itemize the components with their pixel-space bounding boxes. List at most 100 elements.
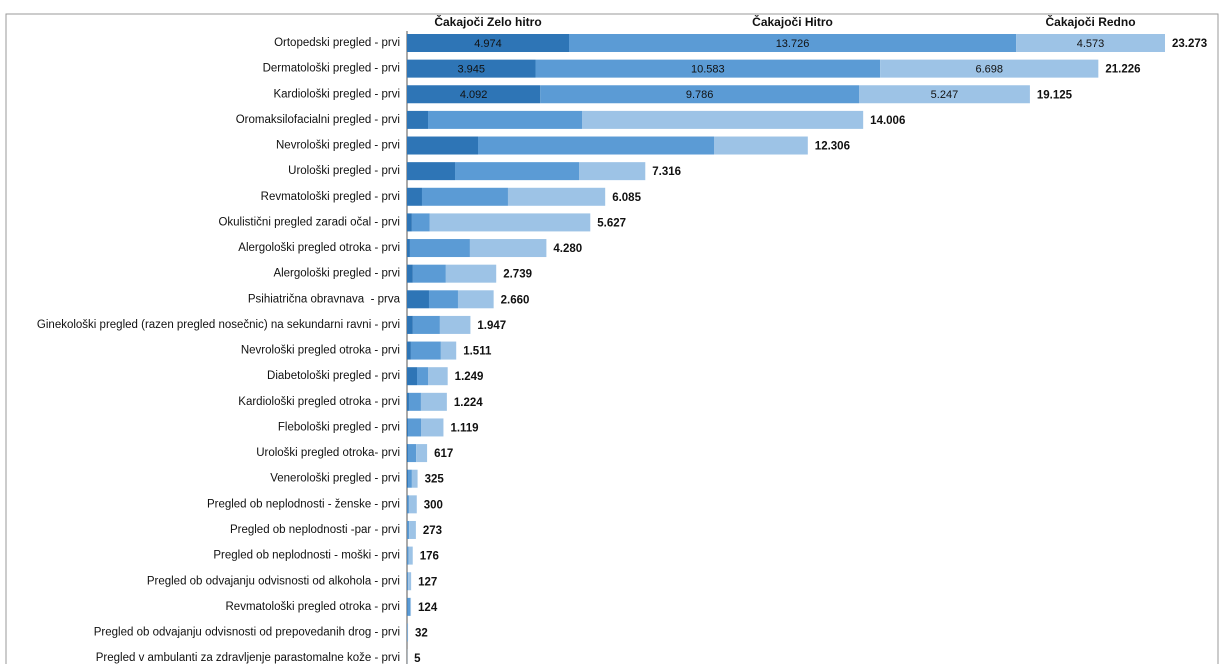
segment-label: 13.726 — [776, 38, 810, 50]
category-label: Flebološki pregled - prvi — [278, 421, 400, 433]
bar-segment — [407, 85, 541, 104]
bar-segment — [428, 367, 448, 386]
bar-segment — [407, 418, 422, 437]
bar-segment — [408, 495, 417, 514]
segment-label: 9.786 — [686, 89, 714, 101]
bar-segment — [535, 59, 881, 78]
category-label: Pregled ob neplodnosti -par - prvi — [230, 524, 400, 536]
category-label: Dermatološki pregled - prvi — [263, 63, 400, 75]
category-label: Pregled v ambulanti za zdravljenje paras… — [96, 652, 400, 664]
total-label: 273 — [423, 525, 442, 537]
total-label: 127 — [418, 576, 437, 588]
bar-segment — [407, 444, 408, 463]
total-label: 21.226 — [1105, 64, 1140, 76]
bar-segment — [408, 546, 413, 565]
bar-segment — [411, 469, 418, 488]
category-label: Ortopedski pregled - prvi — [274, 37, 400, 49]
total-label: 325 — [425, 474, 445, 486]
bar-segment — [407, 110, 429, 129]
category-label: Revmatološki pregled - prvi — [261, 191, 400, 203]
total-label: 176 — [420, 551, 439, 563]
category-label: Diabetološki pregled - prvi — [267, 370, 400, 382]
legend-label: Čakajoči Redno — [1046, 14, 1136, 29]
bar-segment — [428, 290, 458, 309]
bar-segment — [507, 187, 606, 206]
bar-segment — [421, 418, 444, 437]
bar-segment — [439, 315, 471, 334]
bar-segment — [457, 290, 494, 309]
bar-segment — [407, 597, 411, 616]
category-label: Alergološki pregled - prvi — [273, 268, 400, 280]
category-label: Oromaksilofacialni pregled - prvi — [236, 114, 400, 126]
total-label: 6.085 — [612, 192, 641, 204]
total-label: 23.273 — [1172, 38, 1207, 50]
bar-segment — [469, 239, 547, 258]
bar-segment — [407, 392, 409, 411]
bar-segment — [407, 495, 409, 514]
category-label: Nevrološki pregled - prvi — [276, 140, 400, 152]
total-label: 2.739 — [503, 269, 532, 281]
bar-segment — [407, 34, 570, 52]
segment-label: 10.583 — [691, 64, 725, 76]
category-label: Alergološki pregled otroka - prvi — [238, 242, 400, 254]
bar-segment — [408, 572, 412, 591]
bar-segment — [409, 520, 416, 539]
category-label: Nevrološki pregled otroka - prvi — [241, 345, 400, 357]
segment-label: 5.247 — [931, 89, 959, 101]
bar-segment — [407, 623, 409, 642]
total-label: 1.119 — [450, 422, 478, 434]
total-label: 1.249 — [455, 371, 484, 383]
category-label: Kardiološki pregled - prvi — [273, 88, 400, 100]
total-label: 124 — [418, 602, 438, 614]
category-label: Okulistični pregled zaradi očal - prvi — [218, 216, 400, 228]
total-label: 1.947 — [477, 320, 506, 332]
total-label: 300 — [424, 499, 443, 511]
total-label: 14.006 — [870, 115, 905, 127]
total-label: 1.511 — [463, 346, 492, 358]
chart-frame — [5, 13, 1219, 664]
bar-segment — [455, 162, 580, 181]
segment-label: 4.573 — [1077, 38, 1105, 50]
bar-segment — [407, 136, 479, 155]
bar-segment — [407, 213, 412, 232]
category-label: Pregled ob neplodnosti - moški - prvi — [213, 550, 400, 562]
category-label: Pregled ob odvajanju odvisnosti od prepo… — [94, 627, 400, 639]
total-label: 4.280 — [553, 243, 582, 255]
bar-segment — [407, 546, 409, 565]
bar-segment — [445, 264, 497, 283]
category-label: Psihiatrična obravnava - prva — [248, 293, 401, 305]
bar-segment — [407, 418, 408, 437]
bar-segment — [880, 59, 1099, 78]
bar-segment — [412, 315, 440, 334]
bar-segment — [416, 367, 429, 386]
bar-segment — [407, 469, 408, 488]
total-label: 5 — [414, 653, 421, 664]
bar-segment — [407, 572, 409, 591]
bar-segment — [407, 59, 536, 78]
bar-segment — [407, 290, 429, 309]
category-label: Urološki pregled otroka- prvi — [256, 447, 400, 459]
bar-segment — [410, 597, 412, 616]
total-label: 2.660 — [501, 294, 530, 306]
bar-segment — [407, 162, 456, 181]
bar-segment — [579, 162, 646, 181]
bar-segment — [1016, 34, 1165, 52]
total-label: 1.224 — [454, 397, 483, 409]
segment-label: 3.945 — [457, 64, 485, 76]
total-label: 617 — [434, 448, 453, 460]
bar-segment — [407, 187, 422, 206]
bar-segment — [407, 341, 411, 360]
category-label: Pregled ob odvajanju odvisnosti od alkoh… — [147, 575, 400, 587]
bar-segment — [412, 264, 446, 283]
bar-segment — [408, 392, 421, 411]
bar-segment — [407, 520, 410, 539]
bar-segment — [859, 85, 1030, 104]
bar-segment — [407, 469, 412, 488]
segment-label: 4.974 — [474, 38, 502, 50]
total-label: 12.306 — [815, 141, 850, 153]
bar-segment — [421, 187, 508, 206]
bar-segment — [407, 367, 417, 386]
bar-segment — [540, 85, 860, 104]
bar-segment — [410, 341, 441, 360]
